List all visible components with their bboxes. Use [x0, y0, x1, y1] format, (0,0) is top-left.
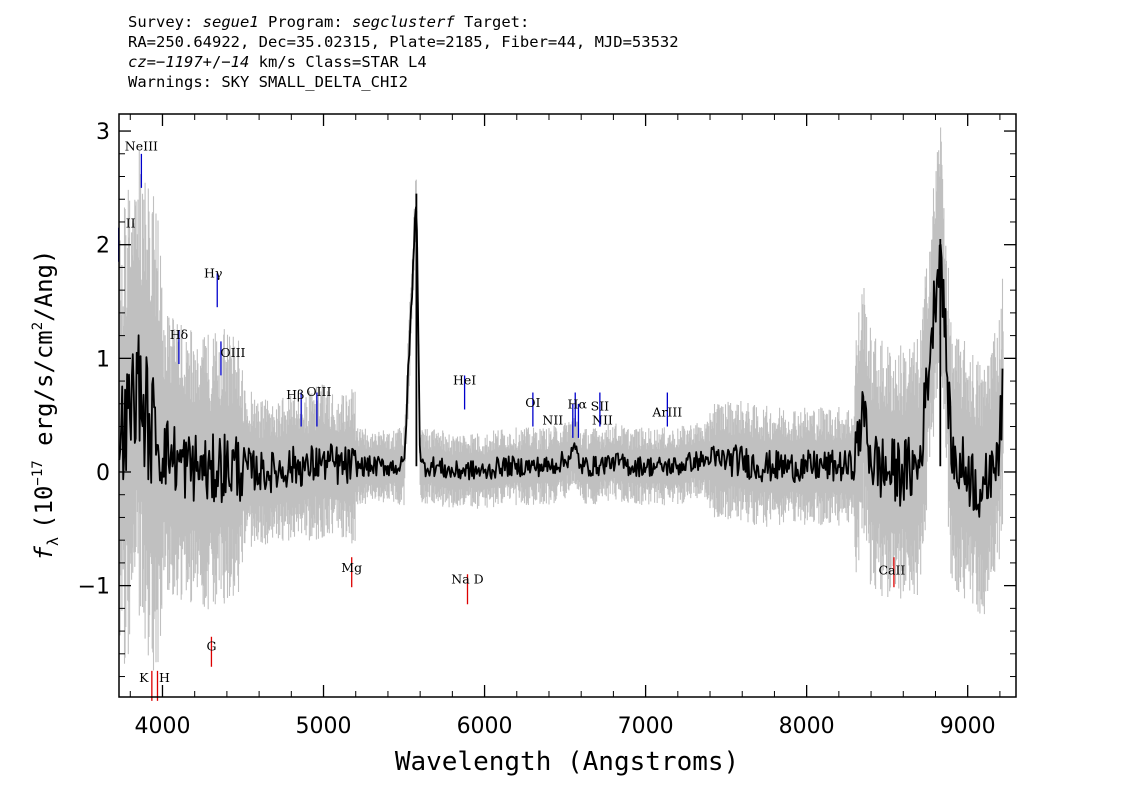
line-label-15: Na D [451, 571, 483, 586]
y-axis-label-f: f [30, 545, 58, 560]
y-axis-label-pre: (10 [30, 486, 58, 529]
survey-name: segue1 [202, 13, 259, 31]
x-tick-label: 9000 [940, 714, 996, 739]
line-label-8: OI [525, 395, 540, 410]
y-tick-label: 2 [96, 234, 110, 259]
plot-frame [118, 113, 1017, 698]
y-axis-label: fλ (10−17 erg/s/cm2/Ang) [30, 250, 62, 561]
y-axis-label-post: /Ang) [30, 250, 58, 322]
line-label-9: NII [542, 412, 563, 427]
y-axis-label-exp2: 2 [30, 322, 46, 330]
y-tick-label: 0 [96, 461, 110, 486]
program-label: Program: [268, 13, 343, 31]
cz-label: cz= [128, 53, 156, 71]
header-line-warnings: Warnings: SKY SMALL_DELTA_CHI2 [128, 73, 408, 91]
line-label-1: II [126, 216, 136, 231]
spectrum-header: Survey: segue1 Program: segclusterf Targ… [128, 12, 679, 92]
x-tick-label: 6000 [457, 714, 513, 739]
target-label: Target: [464, 13, 530, 31]
cz-plusminus: +/− [202, 53, 231, 71]
x-tick-label: 8000 [779, 714, 835, 739]
spectrum-layer [118, 193, 1004, 518]
y-tick-label: 1 [96, 347, 110, 372]
program-name: segclusterf [352, 13, 455, 31]
line-label-17: K [139, 670, 149, 685]
x-axis-label: Wavelength (Angstroms) [395, 747, 739, 777]
line-label-19: CaII [878, 562, 905, 577]
line-label-7: HeI [453, 372, 476, 387]
line-label-2: Hγ [204, 266, 222, 281]
line-label-6: OIII [306, 384, 331, 399]
axis-ticks: 4000 5000 6000 7000 8000 9000 −1 0 1 2 3 [78, 114, 1016, 739]
noise-band [118, 127, 1004, 671]
header-line-survey: Survey: segue1 Program: segclusterf Targ… [128, 12, 679, 32]
survey-label: Survey: [128, 13, 194, 31]
line-label-0: NeIII [125, 138, 158, 153]
line-label-16: G [206, 638, 216, 653]
x-tick-label: 7000 [618, 714, 674, 739]
line-label-4: OIII [220, 345, 245, 360]
line-label-3: Hδ [170, 327, 188, 342]
noise-spikes [118, 127, 1004, 671]
cz-value: −1197 [156, 53, 203, 71]
y-axis-label-lambda: λ [44, 537, 62, 546]
line-label-13: ArIII [651, 404, 682, 419]
x-tick-label: 5000 [296, 714, 352, 739]
line-label-18: H [159, 670, 170, 685]
y-tick-label: −1 [78, 575, 110, 600]
line-label-5: Hβ [286, 387, 304, 402]
cz-error: 14 [230, 53, 250, 71]
line-label-12: SII [591, 399, 610, 414]
header-line-coordinates: RA=250.64922, Dec=35.02315, Plate=2185, … [128, 33, 679, 51]
cz-tail: km/s Class=STAR L4 [249, 53, 427, 71]
line-label-11: NII [592, 412, 613, 427]
flux-spectrum [118, 193, 1004, 518]
line-label-10: Hα [568, 396, 588, 411]
line-label-14: Mg [341, 560, 362, 575]
header-line-redshift: cz=−1197+/−14 km/s Class=STAR L4 [128, 52, 679, 72]
y-axis-label-mid: erg/s/cm [30, 330, 58, 460]
y-axis-label-exp: −17 [30, 460, 46, 485]
y-tick-label: 3 [96, 120, 110, 145]
x-tick-label: 4000 [134, 714, 190, 739]
